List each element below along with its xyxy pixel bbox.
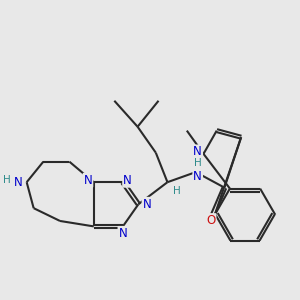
Text: H: H	[173, 186, 181, 196]
Text: N: N	[123, 174, 132, 187]
Text: H: H	[3, 175, 11, 185]
Text: N: N	[118, 227, 127, 240]
Text: N: N	[84, 174, 92, 187]
Text: N: N	[193, 170, 202, 183]
Text: O: O	[206, 214, 215, 227]
Text: H: H	[194, 158, 202, 168]
Text: N: N	[142, 198, 151, 211]
Text: N: N	[14, 176, 22, 189]
Text: N: N	[193, 146, 202, 158]
